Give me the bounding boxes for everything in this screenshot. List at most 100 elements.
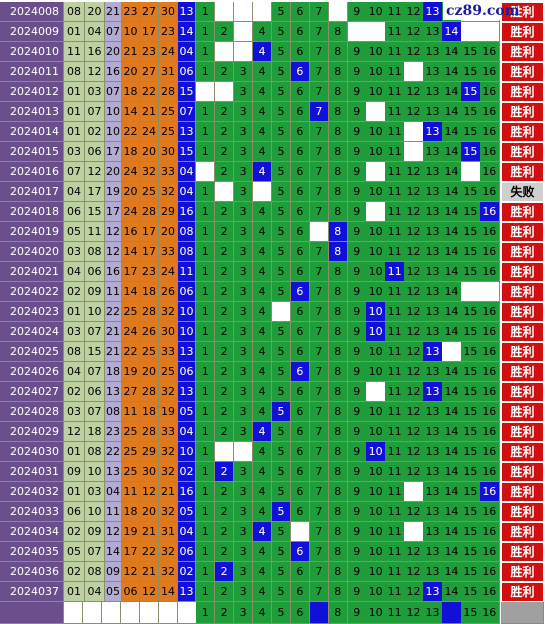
footer-highlight-cell[interactable] — [442, 602, 462, 624]
ball-cell: 04 — [105, 482, 122, 502]
ball-cell: 33 — [159, 162, 178, 182]
site-logo[interactable]: cz89.com — [443, 2, 520, 20]
ball-cell: 04 — [85, 582, 105, 602]
win-badge: 胜利 — [501, 162, 544, 182]
ball-cell: 03 — [64, 322, 85, 342]
number-cell: 5 — [271, 442, 292, 462]
number-cell: 13 — [423, 462, 443, 482]
ball-cell: 21 — [140, 102, 159, 122]
number-cell: 8 — [328, 22, 349, 42]
win-badge: 胜利 — [501, 42, 544, 62]
win-badge: 胜利 — [501, 482, 544, 502]
number-cell: 13 — [423, 202, 443, 222]
number-cell: 1 — [196, 42, 216, 62]
number-cell: 8 — [328, 362, 349, 382]
number-cell: 8 — [328, 582, 349, 602]
ball-cell: 33 — [159, 242, 178, 262]
empty-cell — [366, 162, 386, 182]
footer-number-cell[interactable]: 5 — [271, 602, 292, 624]
number-cell: 6 — [290, 242, 311, 262]
number-cell: 7 — [309, 22, 330, 42]
number-cell: 7 — [309, 342, 330, 362]
number-cell: 9 — [347, 122, 367, 142]
number-cell: 3 — [233, 542, 254, 562]
win-badge: 胜利 — [501, 582, 544, 602]
sum-cell: 10 — [178, 302, 196, 322]
number-cell: 3 — [233, 402, 254, 422]
footer-number-cell[interactable]: 15 — [461, 602, 481, 624]
ball-cell: 18 — [122, 142, 140, 162]
empty-cell — [271, 302, 292, 322]
number-cell: 1 — [196, 242, 216, 262]
sum-cell: 06 — [178, 362, 196, 382]
number-cell: 5 — [271, 2, 292, 22]
win-badge: 胜利 — [501, 302, 544, 322]
empty-cell — [233, 42, 254, 62]
ball-cell: 01 — [64, 22, 85, 42]
ball-cell: 06 — [64, 202, 85, 222]
win-badge: 胜利 — [501, 102, 544, 122]
number-cell: 3 — [233, 362, 254, 382]
win-badge: 胜利 — [501, 242, 544, 262]
number-cell: 11 — [385, 202, 405, 222]
sum-cell: 14 — [178, 22, 196, 42]
footer-number-cell[interactable]: 6 — [290, 602, 311, 624]
number-cell: 8 — [328, 182, 349, 202]
footer-number-cell[interactable]: 2 — [214, 602, 235, 624]
ball-cell: 20 — [140, 502, 159, 522]
number-cell: 16 — [480, 362, 500, 382]
number-cell: 5 — [271, 182, 292, 202]
hit-number-cell: 6 — [290, 362, 311, 382]
hit-number-cell: 7 — [309, 102, 330, 122]
period-cell: 2024027 — [0, 382, 64, 402]
ball-cell: 18 — [140, 402, 159, 422]
number-cell: 16 — [480, 522, 500, 542]
footer-number-cell[interactable]: 13 — [423, 602, 443, 624]
empty-cell — [214, 82, 235, 102]
footer-number-cell[interactable]: 1 — [196, 602, 216, 624]
ball-cell: 21 — [105, 322, 122, 342]
ball-cell: 02 — [85, 122, 105, 142]
number-cell: 1 — [196, 182, 216, 202]
number-cell: 2 — [214, 282, 235, 302]
win-badge: 胜利 — [501, 282, 544, 302]
footer-number-cell[interactable]: 10 — [366, 602, 386, 624]
hit-number-cell: 13 — [423, 2, 443, 22]
footer-blank-cell — [159, 602, 178, 624]
number-cell: 3 — [233, 122, 254, 142]
win-badge: 胜利 — [501, 262, 544, 282]
ball-cell: 08 — [85, 242, 105, 262]
footer-number-cell[interactable]: 3 — [233, 602, 254, 624]
number-cell: 11 — [385, 142, 405, 162]
number-cell: 4 — [252, 22, 273, 42]
footer-number-cell[interactable]: 8 — [328, 602, 349, 624]
number-cell: 1 — [196, 442, 216, 462]
sum-cell: 05 — [178, 502, 196, 522]
footer-number-cell[interactable]: 12 — [404, 602, 424, 624]
ball-cell: 17 — [140, 242, 159, 262]
sum-cell: 13 — [178, 582, 196, 602]
sum-cell: 08 — [178, 222, 196, 242]
ball-cell: 20 — [85, 2, 105, 22]
number-cell: 7 — [309, 562, 330, 582]
sum-cell: 04 — [178, 182, 196, 202]
sum-cell: 15 — [178, 142, 196, 162]
number-cell: 13 — [423, 322, 443, 342]
number-cell: 6 — [290, 322, 311, 342]
number-cell: 15 — [461, 122, 481, 142]
number-cell: 4 — [252, 102, 273, 122]
number-cell: 1 — [196, 102, 216, 122]
sum-cell: 11 — [178, 262, 196, 282]
footer-highlight-cell[interactable] — [309, 602, 330, 624]
number-cell: 13 — [423, 222, 443, 242]
number-cell: 14 — [442, 322, 462, 342]
footer-number-cell[interactable]: 4 — [252, 602, 273, 624]
footer-number-cell[interactable]: 9 — [347, 602, 367, 624]
number-cell: 5 — [271, 542, 292, 562]
number-cell: 5 — [271, 422, 292, 442]
ball-cell: 18 — [122, 502, 140, 522]
footer-number-cell[interactable]: 11 — [385, 602, 405, 624]
empty-cell — [196, 82, 216, 102]
footer-number-cell[interactable]: 16 — [480, 602, 500, 624]
ball-cell: 24 — [159, 262, 178, 282]
